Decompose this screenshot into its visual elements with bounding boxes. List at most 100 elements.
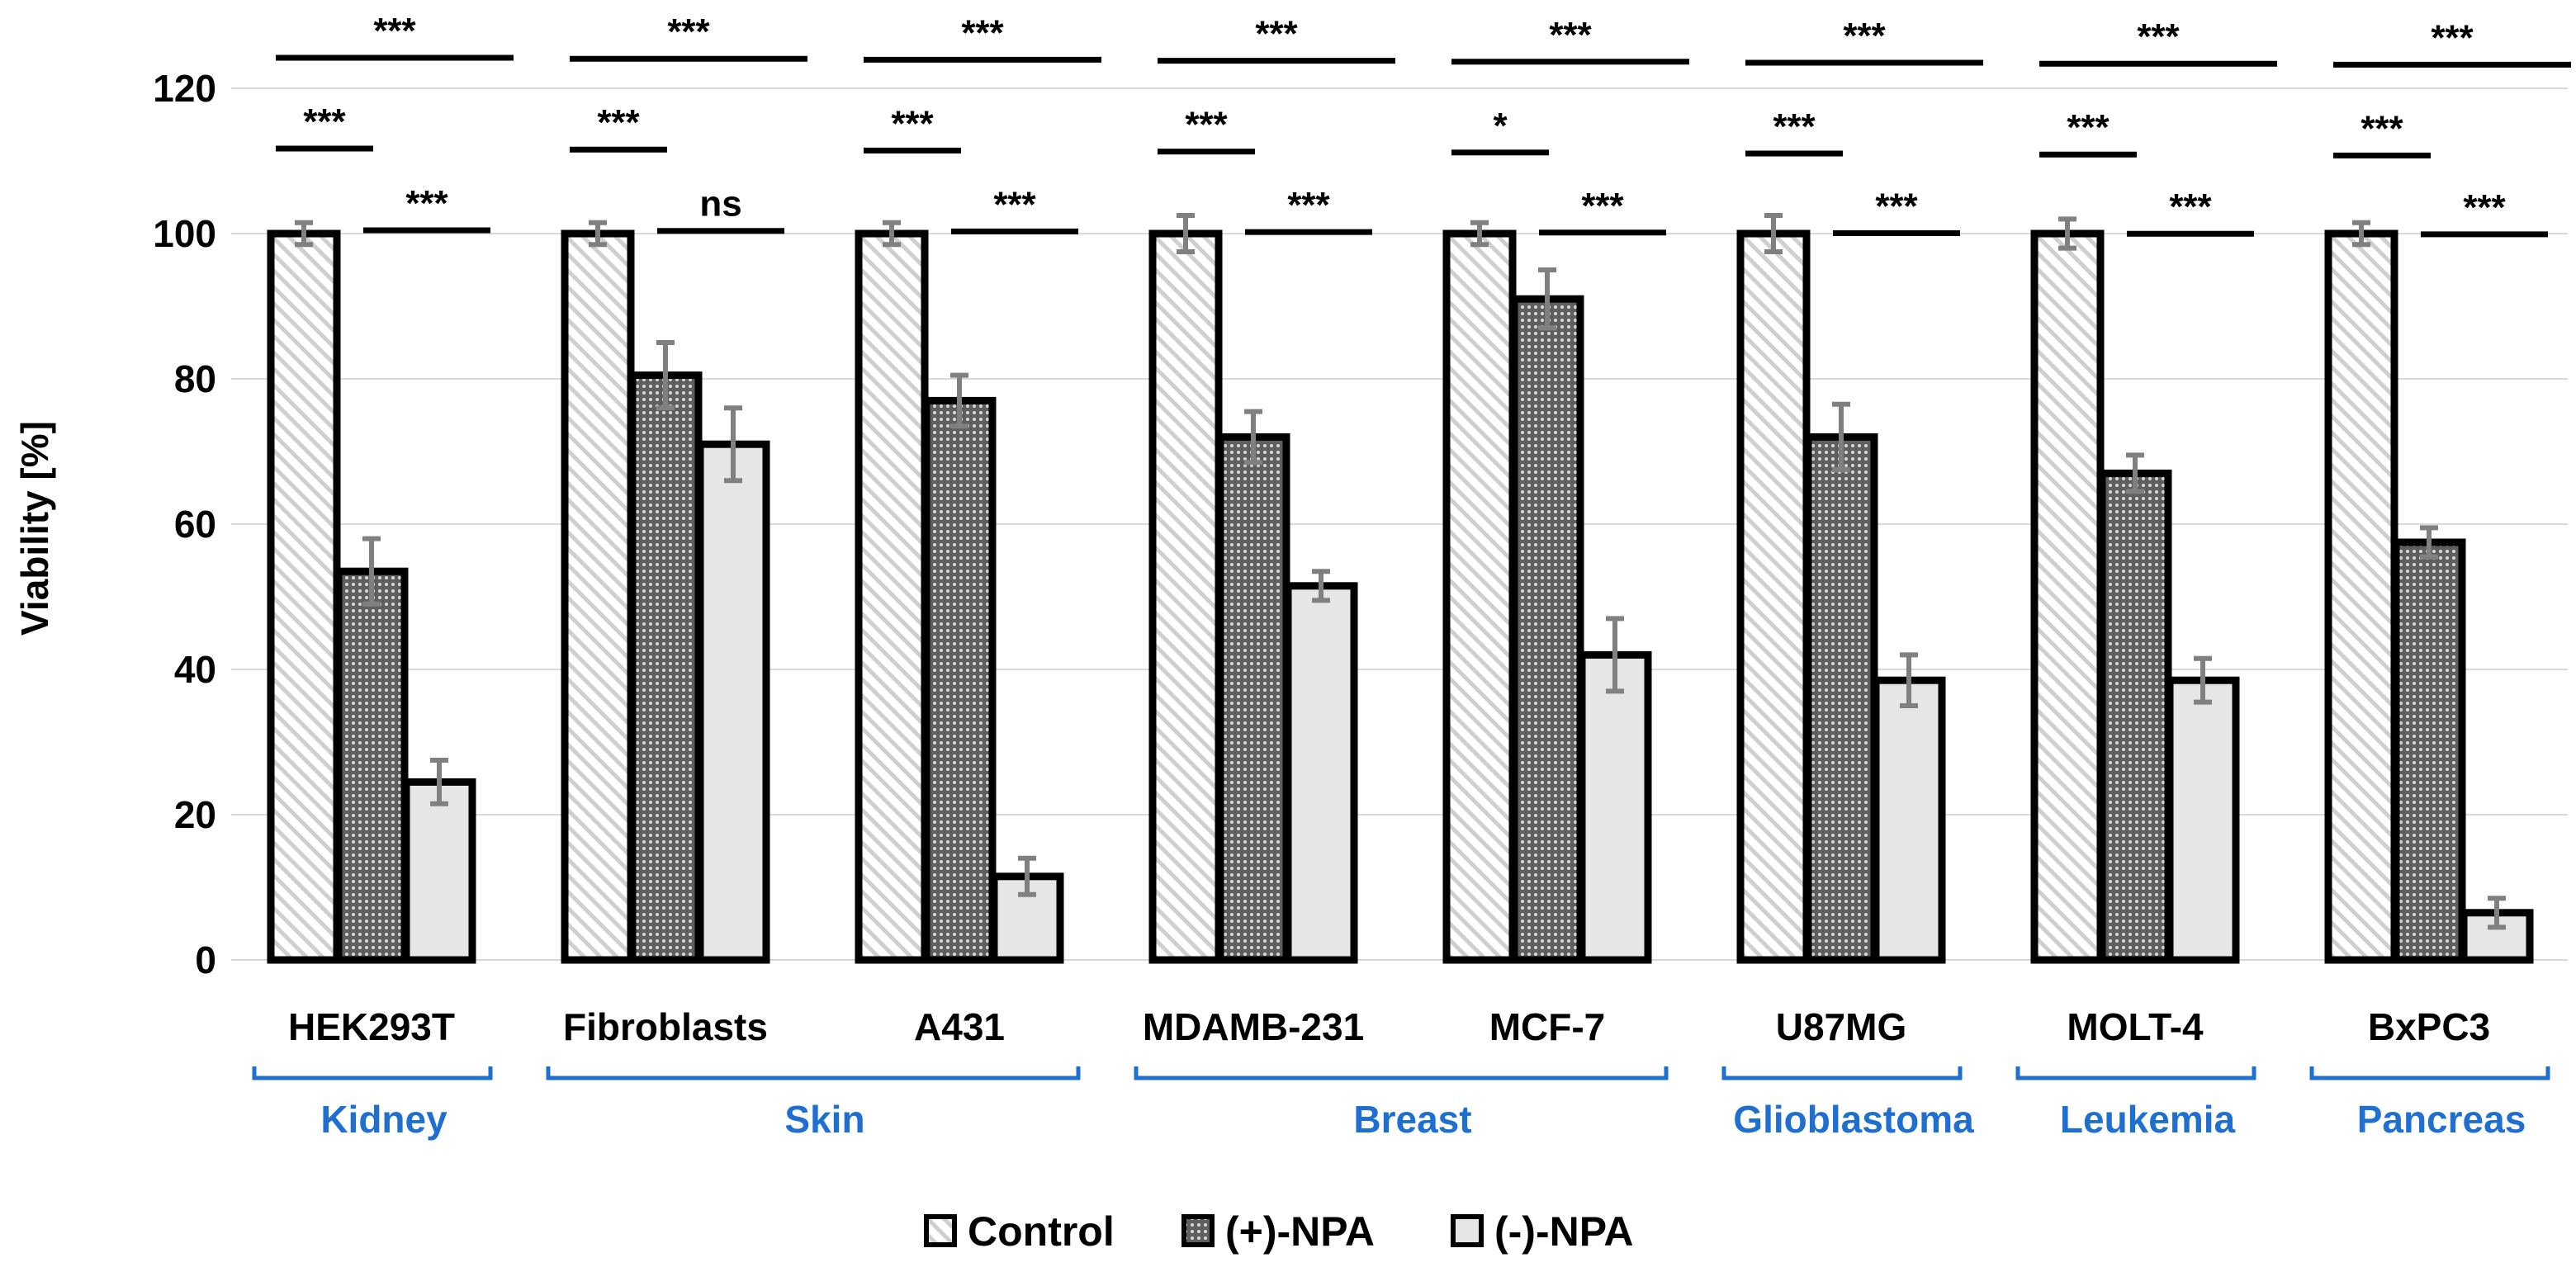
error-bar-bxpc3-series-3 [2488,896,2506,930]
sig-label-plus-vs-minus-u87mg: *** [1875,187,1918,227]
sig-label-control-vs-minus-bxpc3: *** [2431,17,2474,58]
error-bars [295,213,2506,930]
error-bar-mdamb-231-series-2 [1244,409,1262,466]
sig-label-control-vs-plus-u87mg: *** [1773,106,1816,147]
error-bar-a431-series-3 [1018,855,1036,897]
tissue-group-brackets: Kidney Skin Breast Glioblastoma Leukemia Panc… [252,1066,2550,1141]
sig-label-plus-vs-minus-mcf-7: *** [1581,186,1624,226]
sig-label-control-vs-minus-mcf-7: *** [1549,15,1592,55]
y-tick-label-100: 100 [153,212,216,255]
error-bar-bxpc3-series-1 [2352,220,2370,248]
sig-label-plus-vs-minus-hek293t: *** [405,183,448,224]
group-bracket-breast [1134,1066,1669,1080]
error-bar-fibroblasts-series-2 [656,340,675,411]
bar-hek293t-series-2 [334,567,409,964]
sig-label-plus-vs-minus-bxpc3: *** [2463,187,2506,228]
sig-label-control-vs-minus-hek293t: *** [373,11,416,51]
y-axis-label: Viability [%] [13,421,56,636]
group-label-skin: Skin [784,1098,864,1141]
bar-mdamb-231-series-1 [1148,229,1223,964]
x-axis-category-labels: HEK293T Fibroblasts A431 MDAMB-231 MCF-7 U87M… [288,1005,2490,1048]
legend-swatch-npa [1451,1214,1484,1247]
sig-label-plus-vs-minus-mdamb-231: *** [1287,185,1330,225]
bar-fibroblasts-series-3 [696,440,770,964]
error-bar-u87mg-series-2 [1832,401,1850,472]
y-tick-label-80: 80 [174,357,216,400]
sig-label-plus-vs-minus-molt-4: *** [2169,187,2212,227]
error-bar-mdamb-231-series-1 [1177,213,1195,254]
y-tick-label-40: 40 [174,648,216,691]
bar-hek293t-series-1 [267,229,341,964]
sig-label-control-vs-minus-molt-4: *** [2137,17,2180,57]
sig-label-control-vs-plus-fibroblasts: *** [597,102,640,143]
sig-label-plus-vs-minus-fibroblasts: ns [699,184,741,225]
x-category-label-mcf-7: MCF-7 [1489,1005,1606,1048]
error-bar-bxpc3-series-2 [2420,525,2438,560]
legend-label-control: Control [968,1208,1115,1255]
error-bar-a431-series-1 [883,220,901,248]
y-axis-ticks: 0 20 40 60 80 100 120 [153,67,216,981]
group-bracket-glioblastoma [1721,1066,1963,1080]
bar-molt-4-series-1 [2030,229,2105,964]
bar-mcf-7-series-2 [1510,295,1584,964]
group-label-breast: Breast [1353,1098,1471,1141]
group-bracket-pancreas [2309,1066,2550,1080]
x-category-label-fibroblasts: Fibroblasts [563,1005,768,1048]
error-bar-fibroblasts-series-3 [724,405,742,484]
bar-a431-series-2 [922,396,997,964]
sig-label-control-vs-plus-mcf-7: * [1493,106,1508,146]
error-bar-mcf-7-series-3 [1606,616,1624,694]
bar-molt-4-series-3 [2166,676,2240,964]
bars [267,229,2534,964]
bar-u87mg-series-1 [1736,229,1811,964]
error-bar-hek293t-series-1 [295,220,313,248]
x-category-label-mdamb-231: MDAMB-231 [1143,1005,1364,1048]
x-category-label-hek293t: HEK293T [288,1005,455,1048]
error-bar-u87mg-series-3 [1900,652,1918,708]
bar-u87mg-series-2 [1804,433,1878,964]
bar-mcf-7-series-1 [1442,229,1517,964]
x-category-label-molt-4: MOLT-4 [2067,1005,2204,1048]
bar-u87mg-series-3 [1872,676,1946,964]
error-bar-mcf-7-series-1 [1470,220,1489,248]
bar-mdamb-231-series-3 [1284,582,1358,964]
error-bar-fibroblasts-series-1 [589,220,607,248]
error-bar-mcf-7-series-2 [1538,267,1556,331]
legend-swatch-npa [1181,1214,1215,1247]
sig-label-control-vs-minus-a431: *** [961,12,1004,53]
sig-label-control-vs-minus-fibroblasts: *** [667,12,710,52]
bar-mcf-7-series-3 [1578,650,1652,964]
group-label-leukemia: Leukemia [2060,1098,2236,1141]
x-category-label-a431: A431 [914,1005,1005,1048]
bar-molt-4-series-2 [2098,469,2172,964]
error-bar-hek293t-series-3 [430,758,448,806]
sig-label-control-vs-minus-mdamb-231: *** [1255,14,1298,54]
sig-label-plus-vs-minus-a431: *** [993,184,1036,225]
sig-label-control-vs-plus-hek293t: *** [303,102,346,142]
bar-mdamb-231-series-2 [1216,433,1290,964]
group-label-kidney: Kidney [320,1098,447,1141]
sig-label-control-vs-plus-bxpc3: *** [2361,108,2403,149]
error-bar-hek293t-series-2 [362,536,381,607]
bar-a431-series-1 [855,229,929,964]
bar-bxpc3-series-2 [2392,538,2466,964]
y-tick-label-120: 120 [153,67,216,110]
group-label-glioblastoma: Glioblastoma [1733,1098,1974,1141]
error-bar-molt-4-series-1 [2058,216,2076,251]
legend-label-npa: (+)-NPA [1225,1208,1375,1255]
sig-label-control-vs-plus-a431: *** [891,103,934,144]
error-bar-molt-4-series-3 [2194,655,2212,705]
y-tick-label-20: 20 [174,793,216,836]
group-bracket-kidney [252,1066,493,1080]
sig-label-control-vs-plus-mdamb-231: *** [1185,105,1228,145]
sig-label-control-vs-plus-molt-4: *** [2067,107,2110,148]
sig-label-control-vs-minus-u87mg: *** [1843,16,1886,56]
x-category-label-bxpc3: BxPC3 [2368,1005,2490,1048]
bar-bxpc3-series-1 [2324,229,2398,964]
bar-hek293t-series-3 [402,778,476,964]
group-bracket-skin [546,1066,1081,1080]
error-bar-mdamb-231-series-3 [1312,569,1330,603]
legend-swatch-control [924,1214,957,1247]
group-bracket-leukemia [2015,1066,2256,1080]
